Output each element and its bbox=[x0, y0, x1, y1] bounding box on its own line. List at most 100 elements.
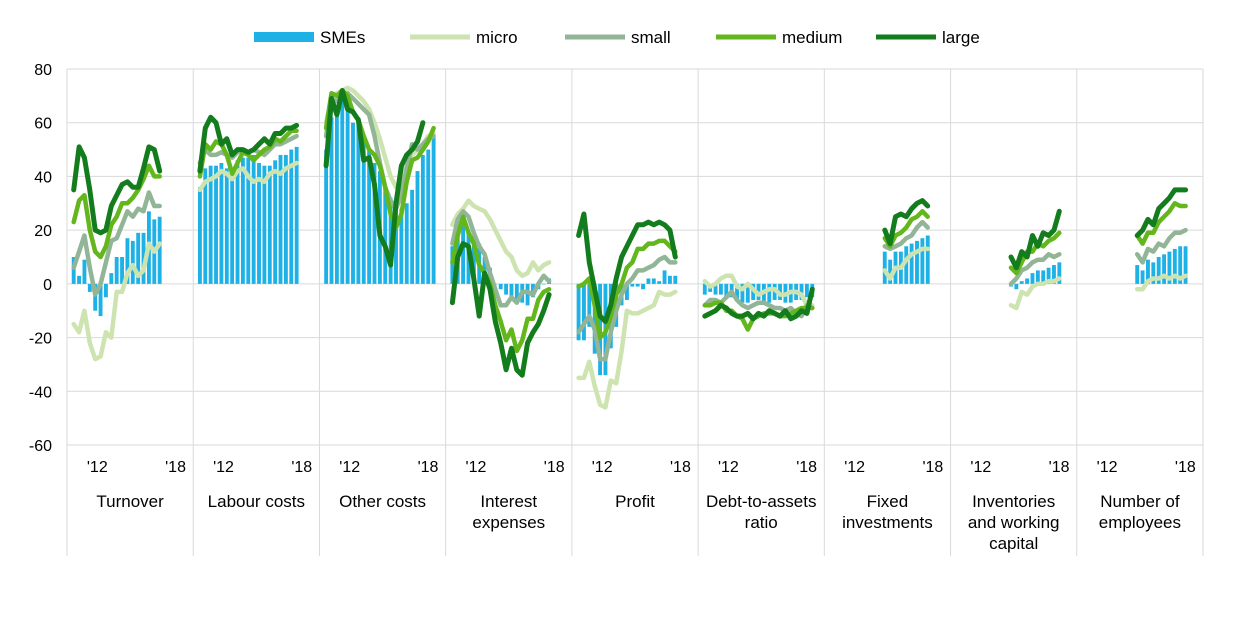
bar-smes bbox=[909, 243, 914, 284]
bar-smes bbox=[576, 283, 581, 341]
x-tick-label: '18 bbox=[670, 459, 691, 476]
bar-smes bbox=[404, 203, 409, 284]
bar-smes bbox=[399, 208, 404, 284]
bar-smes bbox=[915, 240, 919, 284]
bar-smes bbox=[646, 278, 651, 284]
bar-smes bbox=[426, 149, 431, 284]
bar-smes bbox=[920, 238, 925, 284]
legend-label-small: small bbox=[631, 28, 671, 47]
legend-item-large: large bbox=[876, 28, 980, 47]
bar-smes bbox=[410, 189, 415, 284]
line-small-fixed-investments bbox=[882, 219, 930, 252]
bar-smes bbox=[208, 165, 213, 284]
panel-title-turnover: Turnover bbox=[96, 492, 164, 511]
bar-smes bbox=[230, 168, 235, 284]
panel-title-inventories: capital bbox=[989, 534, 1038, 553]
bar-smes bbox=[1025, 278, 1030, 284]
line-small-turnover bbox=[71, 190, 162, 297]
bar-smes bbox=[1146, 259, 1150, 284]
bar-smes bbox=[735, 283, 739, 300]
bar-smes bbox=[1135, 265, 1140, 284]
bar-smes bbox=[882, 251, 887, 284]
bar-smes bbox=[630, 283, 635, 287]
bar-smes bbox=[372, 163, 377, 284]
bars-smes-other-costs bbox=[324, 95, 436, 284]
panel-title-fixed-investments: investments bbox=[842, 513, 933, 532]
legend-item-smes: SMEs bbox=[254, 28, 365, 47]
legend-label-smes: SMEs bbox=[320, 28, 365, 47]
line-large-inventories bbox=[1008, 208, 1062, 271]
bar-smes bbox=[82, 259, 87, 284]
legend-label-large: large bbox=[942, 28, 980, 47]
x-tick-label: '18 bbox=[922, 459, 943, 476]
bar-smes bbox=[214, 165, 218, 284]
gridlines bbox=[66, 68, 1204, 556]
y-tick-label: 0 bbox=[43, 277, 52, 294]
panel-employees bbox=[1134, 187, 1189, 292]
bar-smes bbox=[267, 165, 272, 284]
bar-smes bbox=[662, 270, 667, 284]
bar-smes bbox=[450, 246, 455, 284]
y-tick-label: 60 bbox=[34, 116, 52, 133]
bar-smes bbox=[1057, 262, 1062, 284]
y-tick-label: -20 bbox=[29, 331, 52, 348]
bar-smes bbox=[394, 203, 398, 284]
bar-smes bbox=[904, 246, 909, 284]
bar-smes bbox=[635, 283, 640, 287]
bar-smes bbox=[340, 95, 345, 284]
bar-smes bbox=[1046, 267, 1051, 284]
x-tick-label: '18 bbox=[418, 459, 439, 476]
bar-smes bbox=[251, 154, 256, 284]
bar-smes bbox=[745, 283, 750, 303]
y-axis: 80 60 40 20 0 -20 -40 -60 bbox=[29, 62, 52, 455]
line-medium-profit bbox=[576, 238, 678, 340]
bar-smes bbox=[1014, 283, 1019, 290]
panel-turnover bbox=[71, 144, 163, 362]
bar-smes bbox=[383, 187, 388, 284]
bar-smes bbox=[461, 219, 466, 284]
bar-smes bbox=[1052, 265, 1056, 284]
line-micro-fixed-investments bbox=[882, 246, 930, 281]
bar-smes bbox=[87, 283, 92, 292]
plot-area bbox=[71, 85, 1189, 410]
bar-smes bbox=[283, 154, 288, 284]
legend-swatch-smes bbox=[254, 32, 314, 42]
bar-smes bbox=[273, 160, 278, 284]
panel-title-fixed-investments: Fixed bbox=[867, 492, 909, 511]
x-tick-label: '12 bbox=[213, 459, 234, 476]
x-tick-label: '18 bbox=[796, 459, 817, 476]
x-tick-label: '18 bbox=[1049, 459, 1070, 476]
x-tick-label: '12 bbox=[718, 459, 739, 476]
panel-title-employees: employees bbox=[1099, 513, 1181, 532]
bar-smes bbox=[246, 157, 251, 284]
bar-smes bbox=[1172, 248, 1177, 284]
bar-smes bbox=[114, 257, 119, 284]
bar-smes bbox=[278, 154, 283, 284]
bar-smes bbox=[203, 168, 208, 284]
x-tick-label: '12 bbox=[970, 459, 991, 476]
bar-smes bbox=[77, 275, 81, 284]
panel-title-employees: Number of bbox=[1100, 492, 1180, 511]
line-medium-interest-expenses bbox=[450, 214, 552, 354]
x-tick-label: '12 bbox=[339, 459, 360, 476]
bar-smes bbox=[351, 122, 355, 284]
x-tick-label: '12 bbox=[844, 459, 865, 476]
bar-smes bbox=[356, 117, 361, 284]
y-tick-label: 40 bbox=[34, 169, 52, 186]
bar-smes bbox=[125, 238, 130, 284]
legend-item-medium: medium bbox=[716, 28, 842, 47]
panel-debt-to-assets bbox=[702, 273, 815, 332]
bar-smes bbox=[109, 273, 114, 284]
bar-smes bbox=[1019, 281, 1024, 284]
panel-title-interest-expenses: Interest bbox=[480, 492, 537, 511]
y-tick-label: -60 bbox=[29, 438, 52, 455]
line-medium-employees bbox=[1134, 201, 1188, 246]
bar-smes bbox=[541, 283, 546, 285]
bar-smes bbox=[525, 283, 530, 306]
bar-smes bbox=[235, 160, 240, 284]
bar-smes bbox=[1156, 257, 1161, 284]
bar-smes bbox=[657, 281, 662, 284]
bar-smes bbox=[504, 283, 509, 295]
bar-smes bbox=[702, 283, 707, 295]
